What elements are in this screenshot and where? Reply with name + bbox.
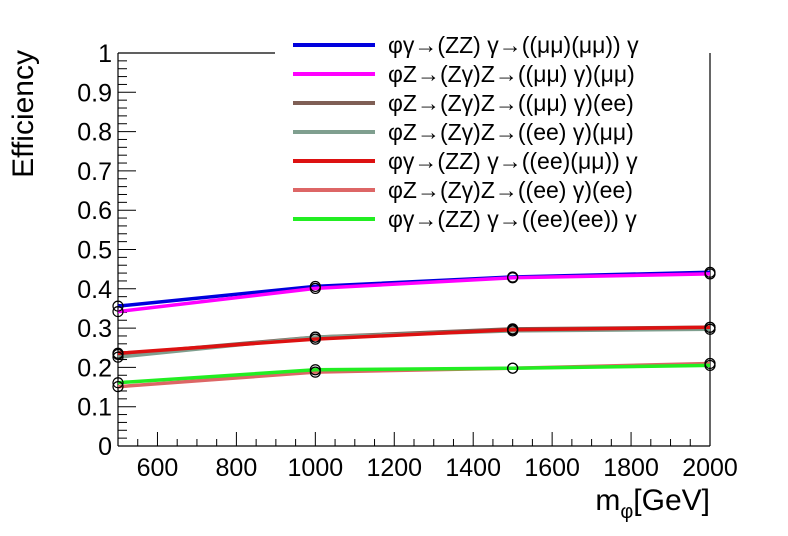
- y-tick-label: 1: [98, 40, 112, 68]
- data-point: [112, 381, 124, 393]
- data-point: [112, 347, 124, 359]
- data-point: [704, 321, 716, 333]
- legend-entry: φγ→(ZZ) γ→((μμ)(μμ)) γ: [388, 32, 639, 58]
- legend-entry: φZ→(Zγ)Z→((ee) γ)(μμ): [388, 119, 634, 145]
- y-tick-label: 0.9: [77, 79, 112, 107]
- series-line: [117, 363, 711, 385]
- legend-entry: φZ→(Zγ)Z→((μμ) γ)(ee): [388, 90, 634, 116]
- y-tick-label: 0.7: [77, 158, 112, 186]
- series-7: [117, 363, 711, 385]
- data-point: [704, 268, 716, 280]
- y-tick-label: 0.2: [77, 354, 112, 382]
- y-tick-label: 0.4: [77, 276, 112, 304]
- x-tick-label: 1400: [445, 454, 501, 482]
- x-tick-label: 1800: [603, 454, 659, 482]
- x-tick-label: 800: [216, 454, 258, 482]
- series-2: [117, 272, 711, 314]
- data-point: [309, 364, 321, 376]
- x-tick-label: 600: [137, 454, 179, 482]
- data-point: [309, 333, 321, 345]
- y-tick-label: 0.8: [77, 119, 112, 147]
- y-axis-title: Efficiency: [7, 50, 40, 178]
- data-point: [112, 305, 124, 318]
- x-axis-title: mφ[GeV]: [595, 484, 710, 523]
- series-line: [117, 325, 711, 356]
- data-point: [309, 282, 321, 295]
- legend-entry: φγ→(ZZ) γ→((ee)(μμ)) γ: [388, 148, 638, 174]
- y-tick-label: 0.6: [77, 197, 112, 225]
- data-point: [507, 362, 519, 374]
- y-tick-label: 0.5: [77, 237, 112, 265]
- x-tick-label: 1600: [524, 454, 580, 482]
- x-axis: 600 800 1000 1200 1400 1600 1800 2000: [117, 432, 738, 482]
- data-point: [507, 272, 519, 284]
- series-line: [117, 272, 711, 314]
- legend: φγ→(ZZ) γ→((μμ)(μμ)) γ φZ→(Zγ)Z→((μμ) γ)(…: [293, 32, 639, 232]
- y-tick-label: 0: [98, 433, 112, 461]
- series-5: [117, 325, 711, 356]
- x-tick-label: 1000: [288, 454, 344, 482]
- y-tick-label: 0.1: [77, 394, 112, 422]
- x-tick-label: 2000: [682, 454, 738, 482]
- series-layer: [112, 266, 716, 393]
- data-point: [112, 377, 124, 389]
- y-tick-label: 0.3: [77, 315, 112, 343]
- legend-entry: φγ→(ZZ) γ→((ee)(ee)) γ: [388, 206, 637, 232]
- legend-entry: φZ→(Zγ)Z→((ee) γ)(ee): [388, 177, 633, 203]
- data-point: [112, 300, 124, 312]
- data-point: [112, 351, 124, 363]
- data-point: [507, 324, 519, 336]
- legend-entry: φZ→(Zγ)Z→((μμ) γ)(μμ): [388, 61, 635, 87]
- data-point: [704, 359, 716, 372]
- y-axis: 0 0.1 0.2 0.3 0.4 0.5 0.6 0.7 0.8 0.9 1: [77, 40, 136, 461]
- x-tick-label: 1200: [366, 454, 422, 482]
